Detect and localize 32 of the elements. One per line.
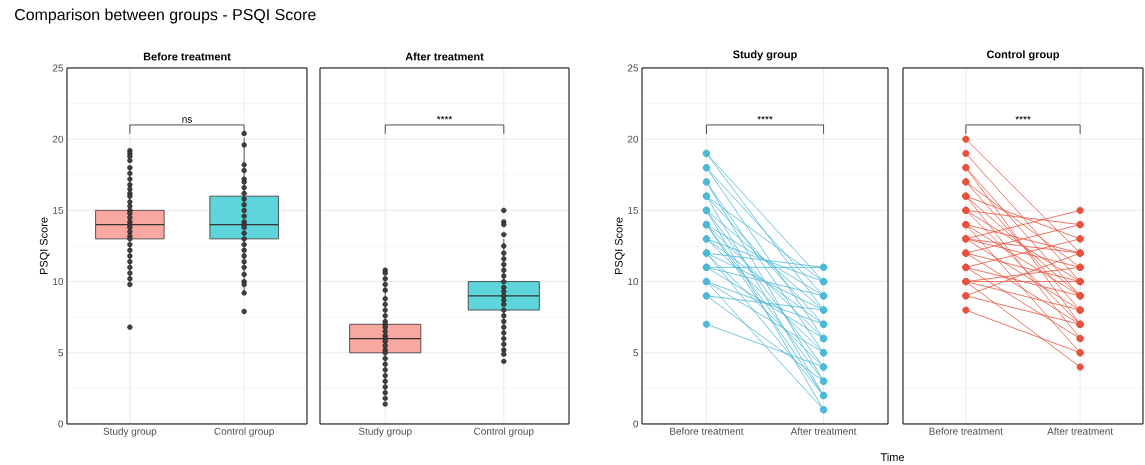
y-tick-label: 25: [627, 64, 639, 72]
y-tick-label: 20: [627, 135, 639, 143]
x-tick-label: Control group: [214, 427, 274, 437]
chart-title: After treatment: [405, 52, 484, 61]
y-tick-label: 5: [58, 349, 64, 357]
annotation: ns: [182, 117, 192, 123]
y-tick-label: 0: [58, 420, 64, 428]
annotation: ****: [757, 115, 773, 120]
x-tick-label: Study group: [358, 427, 412, 437]
y-tick-label: 10: [628, 278, 639, 286]
chart-title: Control group: [986, 50, 1060, 61]
x-tick-label: After treatment: [1047, 427, 1114, 435]
x-tick-label: After treatment: [790, 427, 857, 435]
chart-title: Before treatment: [143, 52, 231, 61]
y-axis-title: PSQI Score: [614, 217, 625, 275]
y-tick-label: 20: [52, 135, 64, 143]
x-tick-label: Before treatment: [929, 427, 1003, 435]
y-tick-label: 25: [52, 64, 64, 72]
x-tick-label: Control group: [474, 427, 534, 437]
x-axis-title: Time: [880, 452, 904, 462]
y-axis-title: PSQI Score: [39, 217, 50, 275]
y-tick-label: 0: [633, 420, 639, 428]
x-tick-label: Before treatment: [670, 427, 744, 435]
annotation: ****: [436, 115, 453, 120]
text: Comparison between groups - PSQI Score: [15, 8, 316, 24]
y-tick-label: 10: [53, 278, 64, 286]
x-tick-label: Study group: [103, 427, 157, 437]
y-tick-label: 15: [53, 206, 64, 214]
y-tick-label: 15: [628, 206, 639, 214]
chart-title: Study group: [733, 50, 797, 61]
y-tick-label: 5: [633, 349, 639, 357]
annotation: ****: [1015, 115, 1031, 120]
